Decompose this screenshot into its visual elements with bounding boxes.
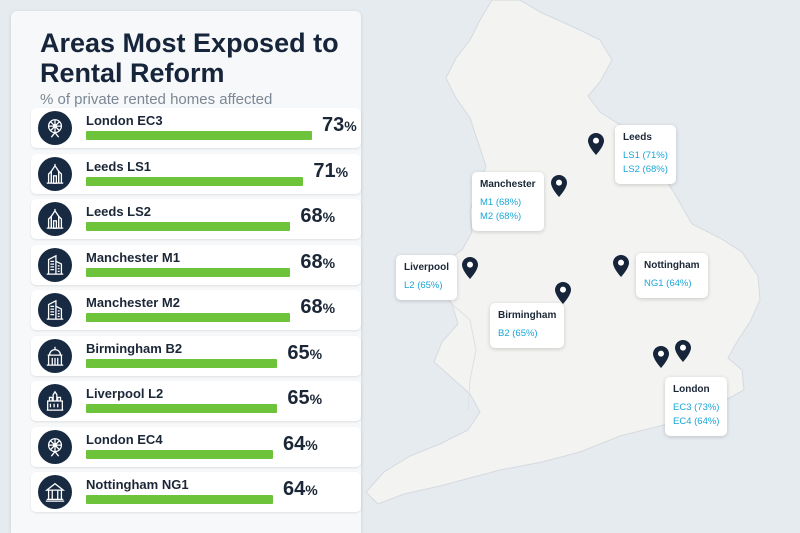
callout-city-name: Nottingham — [644, 260, 700, 271]
map-pin-icon[interactable] — [653, 346, 669, 368]
map-pin-icon[interactable] — [462, 257, 478, 279]
bar — [86, 131, 312, 140]
map-callout-manchester: Manchester M1 (68%) M2 (68%) — [472, 172, 544, 231]
liver-building-icon — [38, 384, 72, 418]
map-callout-leeds: Leeds LS1 (71%) LS2 (68%) — [615, 125, 676, 184]
callout-area-value: EC3 (73%) — [673, 402, 720, 413]
bar-value-label: 68% — [300, 296, 336, 318]
callout-city-name: Manchester — [480, 179, 536, 190]
bar — [86, 222, 291, 231]
ranking-panel: Areas Most Exposed to Rental Reform % of… — [11, 11, 361, 533]
map-callout-london: London EC3 (73%) EC4 (64%) — [665, 377, 728, 436]
bar — [86, 358, 278, 368]
callout-area-value: B2 (65%) — [498, 328, 538, 339]
bar-value-label: 71% — [313, 159, 349, 182]
bar — [86, 313, 291, 322]
bar-category-label: Leeds LS2 — [86, 204, 152, 219]
bar-row: London EC4 64% — [31, 426, 361, 467]
bar-value-label: 73% — [322, 114, 357, 136]
bar-row: Liverpool L2 65% — [31, 381, 361, 421]
map-callout-nottingham: Nottingham NG1 (64%) — [636, 253, 708, 298]
bar-row: Leeds LS2 68% — [31, 199, 361, 239]
map-callout-birmingham: Birmingham B2 (65%) — [490, 303, 565, 348]
bar-value-label: 68% — [300, 205, 336, 227]
map-pin-icon[interactable] — [588, 133, 604, 155]
callout-city-name: Birmingham — [498, 310, 557, 321]
council-house-icon — [38, 475, 72, 509]
bar-row: London EC3 73% — [31, 108, 361, 148]
bar-category-label: Manchester M1 — [86, 249, 180, 265]
bar-row: Manchester M2 68% — [31, 290, 361, 330]
town-hall-icon — [38, 202, 72, 236]
wales-outline — [451, 303, 477, 411]
chart-subtitle: % of private rented homes affected — [40, 91, 273, 108]
map-pin-icon[interactable] — [551, 175, 567, 197]
bar-category-label: Manchester M2 — [86, 295, 180, 310]
bar — [86, 404, 278, 413]
callout-area-value: LS1 (71%) — [623, 150, 668, 161]
callout-city-name: London — [673, 384, 710, 395]
bar-category-label: Leeds LS1 — [86, 158, 152, 174]
callout-area-value: M2 (68%) — [480, 211, 522, 222]
bar-value-label: 64% — [283, 478, 318, 500]
bar — [86, 495, 273, 504]
bar-row: Manchester M1 68% — [31, 244, 361, 285]
callout-area-value: L2 (65%) — [404, 280, 443, 291]
bar-value-label: 65% — [287, 341, 323, 364]
bar — [86, 267, 291, 277]
map-pin-icon[interactable] — [555, 282, 571, 304]
bar-row: Birmingham B2 65% — [31, 335, 361, 376]
tower-block-icon — [38, 247, 72, 282]
bar-row: Leeds LS1 71% — [31, 153, 361, 194]
callout-area-value: M1 (68%) — [480, 197, 522, 208]
bar-value-label: 65% — [287, 387, 323, 409]
callout-city-name: Leeds — [623, 132, 652, 143]
map-pin-icon[interactable] — [613, 255, 629, 277]
callout-area-value: EC4 (64%) — [673, 416, 720, 427]
callout-area-value: LS2 (68%) — [623, 164, 668, 175]
tower-block-icon — [38, 293, 72, 327]
bar-category-label: London EC3 — [86, 113, 163, 128]
map-callout-liverpool: Liverpool L2 (65%) — [396, 255, 458, 300]
ferris-wheel-icon — [38, 429, 72, 464]
bar-row: Nottingham NG1 64% — [31, 472, 361, 512]
bar — [86, 449, 273, 459]
map-pin-icon[interactable] — [675, 340, 691, 362]
bar-value-label: 68% — [300, 250, 336, 273]
bar-category-label: London EC4 — [86, 431, 163, 447]
callout-area-value: NG1 (64%) — [644, 278, 692, 289]
domed-building-icon — [38, 338, 72, 373]
bar-category-label: Nottingham NG1 — [86, 477, 189, 492]
bar-value-label: 64% — [283, 432, 318, 455]
bar-category-label: Liverpool L2 — [86, 386, 164, 401]
ferris-wheel-icon — [38, 111, 72, 145]
bar — [86, 176, 304, 186]
town-hall-icon — [38, 156, 72, 191]
chart-title: Areas Most Exposed to Rental Reform — [40, 28, 339, 88]
bar-category-label: Birmingham B2 — [86, 340, 183, 356]
callout-city-name: Liverpool — [404, 262, 450, 273]
